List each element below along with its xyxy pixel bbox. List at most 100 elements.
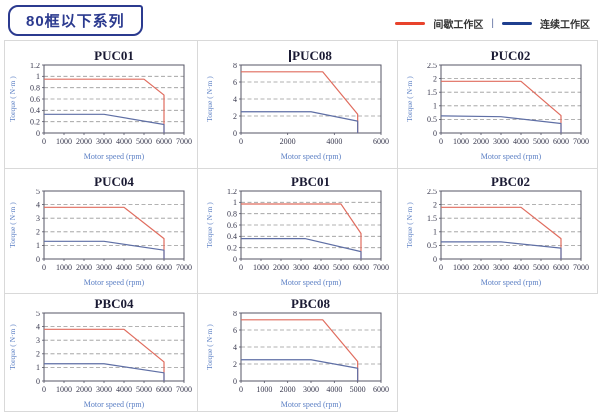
svg-text:4: 4 — [36, 322, 40, 331]
svg-text:3000: 3000 — [493, 137, 509, 146]
svg-text:Torque ( N·m ): Torque ( N·m ) — [405, 75, 414, 121]
svg-text:0: 0 — [239, 137, 243, 146]
svg-text:3: 3 — [36, 214, 40, 223]
svg-text:5000: 5000 — [349, 385, 365, 394]
svg-text:1000: 1000 — [256, 385, 272, 394]
svg-text:0: 0 — [239, 263, 243, 272]
svg-text:2.5: 2.5 — [427, 63, 437, 70]
legend: 间歇工作区 | 连续工作区 — [395, 16, 590, 31]
svg-text:2: 2 — [233, 359, 237, 368]
svg-text:1.5: 1.5 — [427, 88, 437, 97]
svg-text:0.2: 0.2 — [30, 117, 40, 126]
svg-text:1000: 1000 — [56, 385, 72, 394]
svg-text:0: 0 — [36, 376, 40, 385]
chart-canvas-pbc02: 0 0.5 1 1.5 2 2.5 0 1000 2000 3000 4000 5000 6000 700… — [405, 187, 589, 287]
svg-text:5000: 5000 — [136, 385, 152, 394]
svg-text:4: 4 — [36, 200, 40, 209]
chart-title: PUC04 — [94, 174, 134, 189]
svg-text:0: 0 — [439, 137, 443, 146]
svg-text:Motor speed (rpm): Motor speed (rpm) — [84, 152, 145, 161]
svg-text:Torque ( N·m ): Torque ( N·m ) — [205, 323, 214, 369]
svg-text:Motor speed (rpm): Motor speed (rpm) — [480, 278, 541, 287]
svg-text:7000: 7000 — [573, 263, 589, 272]
svg-text:4000: 4000 — [326, 137, 342, 146]
svg-text:7000: 7000 — [176, 137, 192, 146]
legend-separator: | — [491, 18, 494, 29]
chart-canvas-pbc04: 0 1 2 3 4 5 0 1000 2000 3000 4000 5000 6000 7000 Motor… — [8, 308, 192, 409]
chart-plot: 0 2 4 6 8 0 1000 2000 3000 4000 5000 6000 Motor spee… — [203, 308, 393, 411]
svg-text:4000: 4000 — [116, 137, 132, 146]
page-header: 80框以下系列 间歇工作区 | 连续工作区 — [0, 0, 600, 40]
svg-text:1: 1 — [433, 101, 437, 110]
chart-title: PBC02 — [491, 174, 530, 189]
chart-grid: PUC01 0 0.2 0.4 0.6 0.8 1 1.2 0 1000 2000 3000 4000… — [4, 40, 598, 412]
chart-cell-pbc08: PBC08 0 2 4 6 8 0 1000 2000 3000 4000 5000 6000 Moto… — [198, 294, 398, 412]
chart-plot: 0 0.5 1 1.5 2 2.5 0 1000 2000 3000 4000 5000 6000 700… — [403, 187, 593, 289]
svg-text:3: 3 — [36, 336, 40, 345]
svg-text:Torque ( N·m ): Torque ( N·m ) — [205, 75, 214, 121]
chart-cell-pbc01: PBC01 0 0.2 0.4 0.6 0.8 1 1.2 0 1000 2000 3000 4000… — [198, 169, 398, 294]
chart-plot: 0 0.5 1 1.5 2 2.5 0 1000 2000 3000 4000 5000 6000 700… — [403, 60, 593, 163]
svg-text:8: 8 — [233, 311, 237, 318]
svg-text:7000: 7000 — [373, 263, 389, 272]
svg-text:0: 0 — [433, 128, 437, 137]
svg-text:5000: 5000 — [136, 263, 152, 272]
svg-text:5: 5 — [36, 311, 40, 318]
svg-text:0: 0 — [42, 385, 46, 394]
svg-text:5000: 5000 — [533, 137, 549, 146]
empty-cell — [398, 294, 598, 412]
chart-cell-puc01: PUC01 0 0.2 0.4 0.6 0.8 1 1.2 0 1000 2000 3000 4000… — [5, 41, 198, 169]
svg-text:5000: 5000 — [136, 137, 152, 146]
legend-label-continuous: 连续工作区 — [540, 20, 590, 31]
legend-line-intermittent-icon — [395, 22, 426, 25]
svg-text:4000: 4000 — [513, 263, 529, 272]
svg-text:6000: 6000 — [373, 385, 389, 394]
chart-title: PUC01 — [94, 47, 134, 63]
svg-text:4000: 4000 — [513, 137, 529, 146]
svg-text:2: 2 — [36, 349, 40, 358]
svg-text:4: 4 — [233, 94, 237, 103]
svg-text:8: 8 — [233, 63, 237, 70]
chart-title: PUC02 — [490, 47, 531, 63]
svg-text:3000: 3000 — [493, 263, 509, 272]
chart-cell-pbc04: PBC04 0 1 2 3 4 5 0 1000 2000 3000 4000 5000 6000 700… — [5, 294, 198, 412]
svg-text:2.5: 2.5 — [427, 189, 437, 196]
svg-text:2000: 2000 — [76, 385, 92, 394]
svg-text:6000: 6000 — [553, 137, 569, 146]
svg-text:2: 2 — [433, 200, 437, 209]
svg-text:1.2: 1.2 — [30, 63, 40, 70]
svg-text:7000: 7000 — [573, 137, 589, 146]
svg-text:0: 0 — [239, 385, 243, 394]
svg-text:1000: 1000 — [253, 263, 269, 272]
svg-text:2000: 2000 — [279, 385, 295, 394]
svg-text:4000: 4000 — [326, 385, 342, 394]
svg-text:0: 0 — [233, 128, 237, 137]
chart-canvas-puc08: 0 2 4 6 8 0 2000 4000 6000 Motor speed (rpm) Torqu… — [205, 60, 389, 161]
svg-text:0.6: 0.6 — [30, 94, 40, 103]
chart-canvas-puc01: 0 0.2 0.4 0.6 0.8 1 1.2 0 1000 2000 3000 4000 5000 60… — [8, 60, 192, 161]
chart-cell-pbc02: PBC02 0 0.5 1 1.5 2 2.5 0 1000 2000 3000 4000 5000 6… — [398, 169, 598, 294]
svg-text:0.4: 0.4 — [30, 106, 40, 115]
svg-text:5000: 5000 — [533, 263, 549, 272]
svg-text:7000: 7000 — [176, 263, 192, 272]
svg-text:Motor speed (rpm): Motor speed (rpm) — [84, 400, 145, 409]
svg-text:6000: 6000 — [156, 263, 172, 272]
svg-text:Motor speed (rpm): Motor speed (rpm) — [280, 152, 341, 161]
svg-text:6000: 6000 — [156, 385, 172, 394]
svg-text:Torque ( N·m ): Torque ( N·m ) — [8, 323, 17, 369]
svg-text:Motor speed (rpm): Motor speed (rpm) — [280, 278, 341, 287]
legend-label-intermittent: 间歇工作区 — [433, 20, 484, 31]
svg-text:1: 1 — [36, 241, 40, 250]
svg-text:6000: 6000 — [553, 263, 569, 272]
svg-text:2: 2 — [36, 228, 40, 237]
svg-text:2000: 2000 — [76, 263, 92, 272]
svg-text:2000: 2000 — [273, 263, 289, 272]
svg-text:3000: 3000 — [96, 137, 112, 146]
svg-text:1: 1 — [36, 363, 40, 372]
svg-text:2000: 2000 — [473, 137, 489, 146]
chart-canvas-pbc08: 0 2 4 6 8 0 1000 2000 3000 4000 5000 6000 Motor spee… — [205, 308, 389, 408]
svg-text:0: 0 — [233, 376, 237, 385]
svg-text:0.8: 0.8 — [30, 83, 40, 92]
chart-canvas-pbc01: 0 0.2 0.4 0.6 0.8 1 1.2 0 1000 2000 3000 4000 5000 60… — [205, 187, 389, 287]
svg-text:0.5: 0.5 — [427, 115, 437, 124]
